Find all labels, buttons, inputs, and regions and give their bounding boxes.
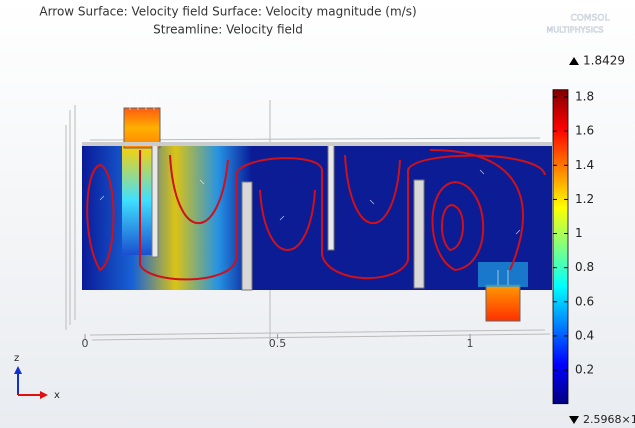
- colorbar-tick-label: 1: [575, 226, 583, 240]
- colorbar-tick-label: 0.8: [575, 260, 594, 274]
- colorbar-tick-label: 0.6: [575, 294, 594, 308]
- title-line: Arrow Surface: Velocity field Surface: V…: [39, 5, 416, 19]
- x-tick-label: 0: [82, 337, 89, 350]
- min-label: 2.5968×10⁻³: [583, 413, 635, 426]
- colorbar-tick-label: 0.2: [575, 363, 594, 377]
- colorbar-tick-label: 0.4: [575, 328, 594, 342]
- colorbar-tick-label: 1.8: [575, 90, 594, 104]
- logo: MULTIPHYSICS: [546, 26, 603, 35]
- x-tick-label: 0.5: [269, 337, 287, 350]
- colorbar-tick-label: 1.6: [575, 124, 594, 138]
- colorbar: [553, 90, 568, 404]
- logo: COMSOL: [571, 14, 610, 24]
- colorbar-tick-label: 1.2: [575, 192, 594, 206]
- max-label: 1.8429: [583, 54, 625, 68]
- x-tick-label: 1: [467, 337, 474, 350]
- colorbar-tick-label: 1.4: [575, 158, 594, 172]
- plot: Arrow Surface: Velocity field Surface: V…: [0, 0, 635, 428]
- title-line: Streamline: Velocity field: [153, 23, 303, 37]
- axis-label: x: [54, 390, 60, 401]
- axis-label: z: [14, 353, 19, 364]
